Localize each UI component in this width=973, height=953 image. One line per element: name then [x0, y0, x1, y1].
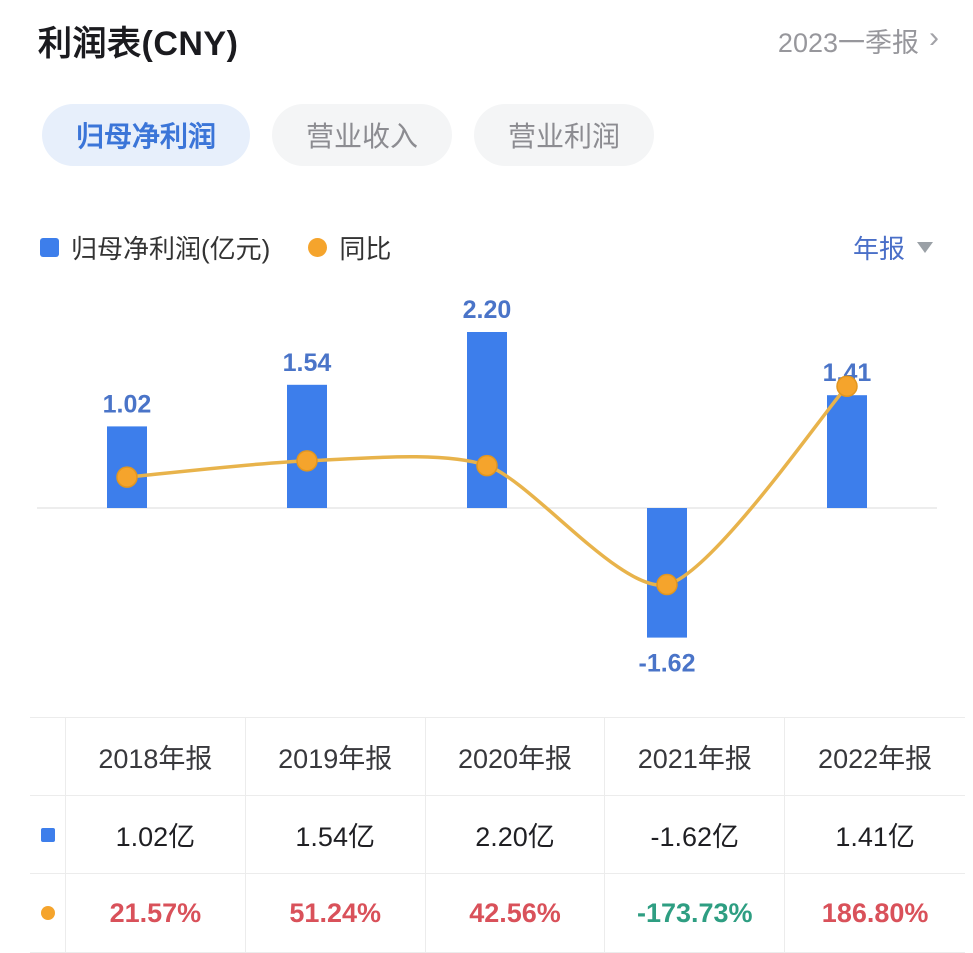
- bar-value-label: 1.54: [283, 349, 332, 377]
- yoy-marker-2018年报: [116, 466, 138, 488]
- table-header-2022: 2022年报: [785, 718, 965, 796]
- bar-2020年报: [467, 332, 507, 508]
- bar-2021年报: [647, 508, 687, 638]
- table-header-2021: 2021年报: [605, 718, 786, 796]
- yoy-cell-2020: 42.56%: [426, 874, 606, 952]
- blue-square-icon: [40, 827, 55, 842]
- tab-net-profit[interactable]: 归母净利润: [42, 104, 251, 166]
- tab-operating-revenue[interactable]: 营业收入: [272, 104, 453, 166]
- bar-value-label: 1.02: [103, 390, 152, 418]
- chart-legend: 归母净利润(亿元) 同比 年报: [40, 232, 933, 264]
- series-icon-cell: [30, 796, 66, 874]
- chart-canvas[interactable]: 1.021.542.20-1.621.41: [37, 280, 937, 700]
- period-dropdown-label: 年报: [852, 233, 905, 264]
- data-table: 2018年报 2019年报 2020年报 2021年报 2022年报 1.02亿…: [30, 717, 965, 953]
- net-profit-cell-2019: 1.54亿: [245, 796, 426, 874]
- yoy-cell-2022: 186.80%: [821, 897, 929, 928]
- metric-tabs: 归母净利润 营业收入 营业利润: [42, 104, 973, 166]
- net-profit-cell-2018: 1.02亿: [66, 796, 246, 874]
- chart-area: 1.02 1.54 2.20 -1.62 1.41: [37, 280, 937, 705]
- yoy-marker-2019年报: [296, 450, 318, 472]
- chevron-down-icon: [917, 241, 933, 253]
- chevron-right-icon: ›: [929, 21, 939, 54]
- yoy-cell-2021: -173.73%: [605, 874, 786, 952]
- legend-item-bar: 归母净利润(亿元): [40, 229, 270, 266]
- series-icon-cell: [30, 874, 66, 952]
- yoy-marker-2020年报: [476, 454, 498, 477]
- period-dropdown[interactable]: 年报: [853, 229, 933, 266]
- orange-dot-icon: [40, 906, 55, 920]
- card-header: 利润表(CNY) 2023一季报 ›: [0, 16, 973, 64]
- bar-2019年报: [287, 384, 327, 508]
- orange-dot-icon: [308, 237, 328, 257]
- page-title: 利润表(CNY): [38, 24, 239, 63]
- legend-item-line: 同比: [308, 229, 391, 266]
- net-profit-cell-2020: 2.20亿: [425, 796, 606, 874]
- table-header-2019: 2019年报: [245, 718, 426, 796]
- blue-square-icon: [40, 237, 59, 257]
- yoy-cell-2019: 51.24%: [246, 874, 426, 952]
- legend-line-label: 同比: [339, 233, 392, 264]
- table-header-2020: 2020年报: [425, 718, 606, 796]
- yoy-marker-2022年报: [836, 375, 858, 398]
- net-profit-cell-2022: 1.41亿: [785, 796, 965, 874]
- table-header-2018: 2018年报: [66, 718, 246, 796]
- net-profit-cell-2021: -1.62亿: [605, 796, 786, 874]
- table-corner-cell: [30, 718, 66, 796]
- bar-value-label: 2.20: [463, 296, 512, 324]
- bar-2022年报: [827, 395, 867, 508]
- bar-value-label: -1.62: [639, 650, 696, 678]
- yoy-cell-2018: 21.57%: [66, 874, 246, 952]
- report-period-label: 2023一季报: [777, 27, 919, 58]
- legend-bar-label: 归母净利润(亿元): [71, 233, 271, 264]
- report-period-link[interactable]: 2023一季报 ›: [778, 21, 939, 60]
- yoy-line: [126, 385, 849, 587]
- yoy-marker-2021年报: [656, 573, 678, 596]
- tab-operating-profit[interactable]: 营业利润: [474, 104, 655, 166]
